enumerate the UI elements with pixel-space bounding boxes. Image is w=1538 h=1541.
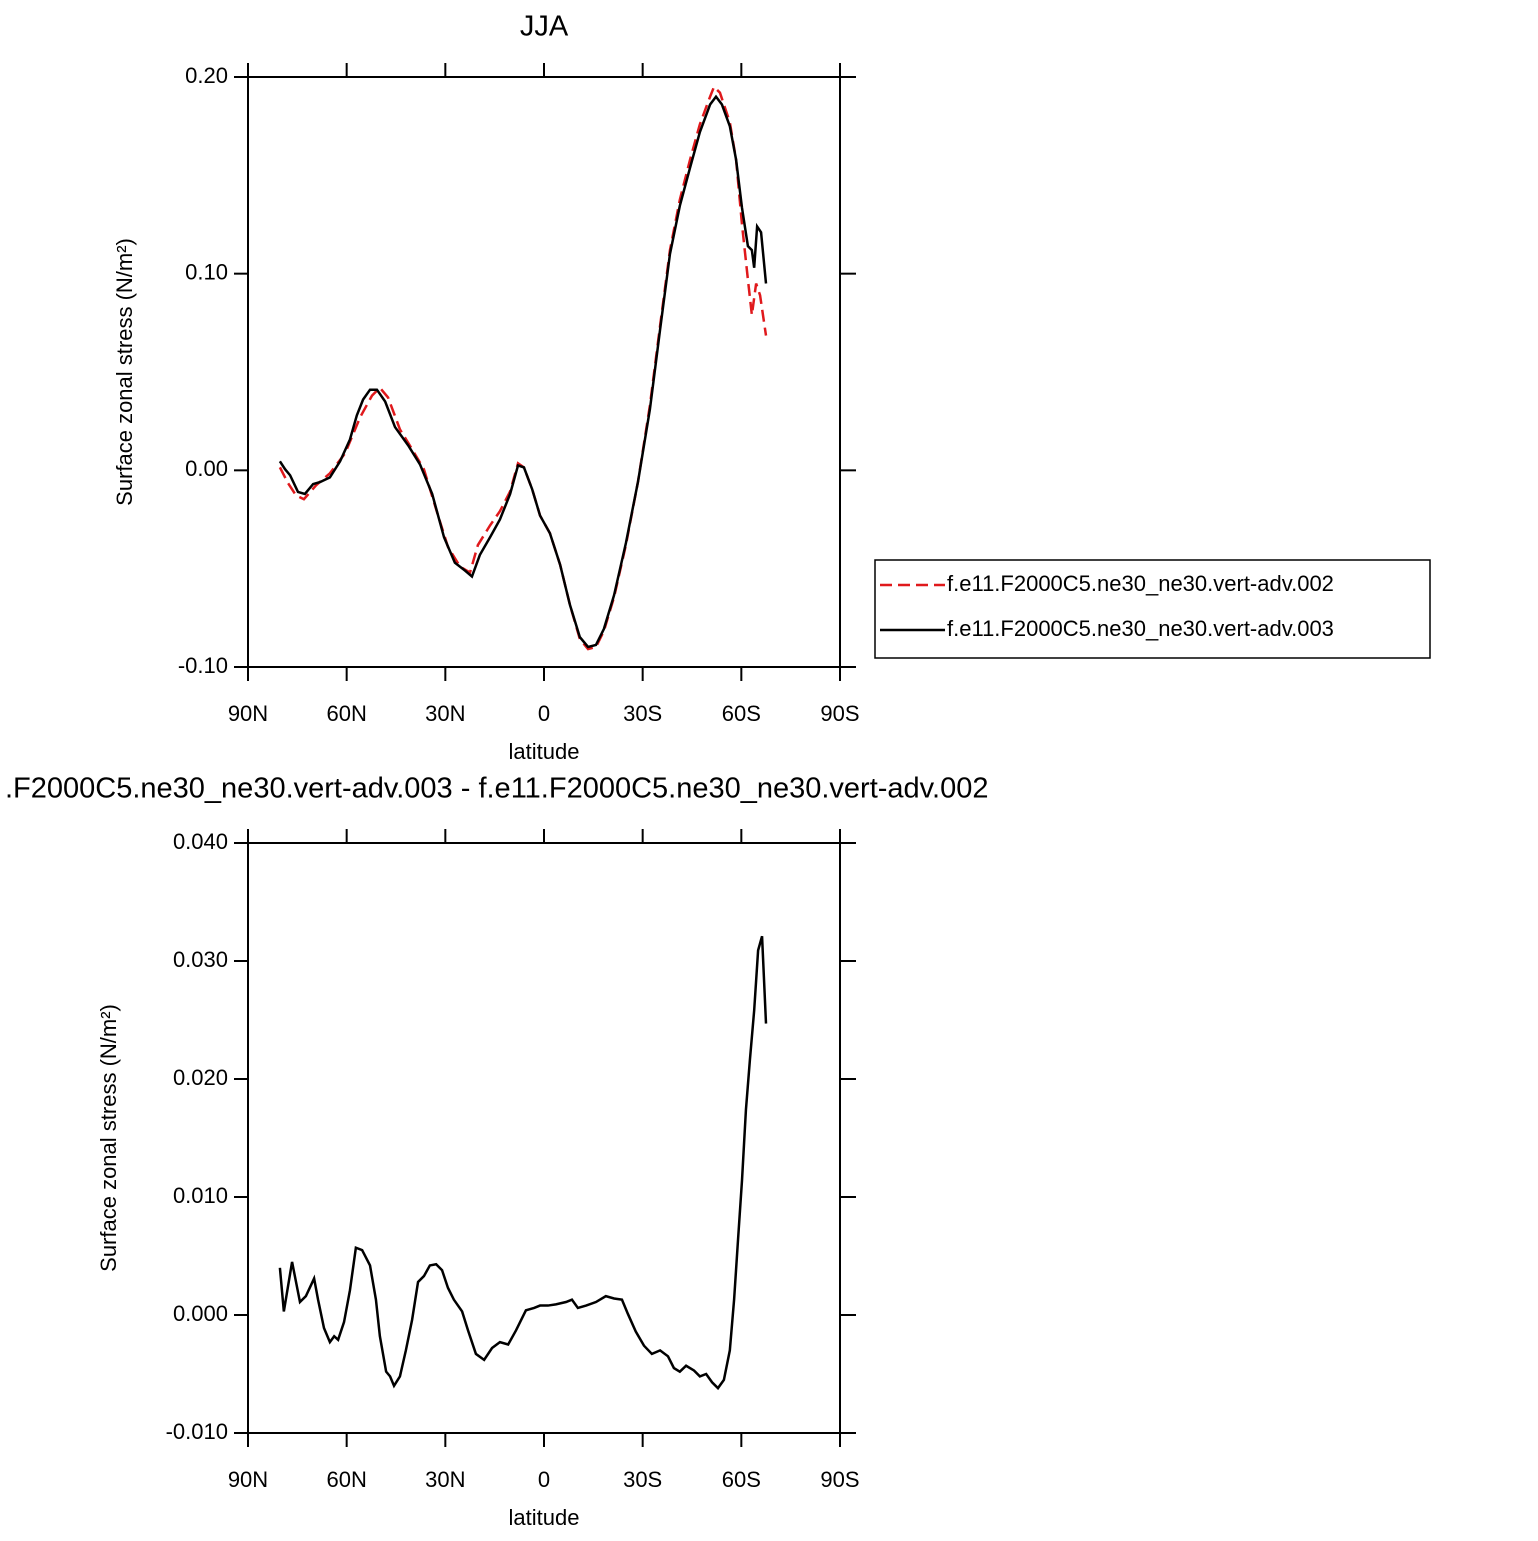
legend-label: f.e11.F2000C5.ne30_ne30.vert-adv.003 (947, 616, 1334, 641)
y-tick-label: 0.040 (173, 829, 228, 854)
y-tick-label: -0.10 (178, 653, 228, 678)
x-tick-label: 0 (538, 1467, 550, 1492)
chart-title: .F2000C5.ne30_ne30.vert-adv.003 - f.e11.… (5, 773, 988, 805)
x-axis-label: latitude (509, 1505, 580, 1530)
y-axis-label: Surface zonal stress (N/m²) (96, 1004, 121, 1272)
x-tick-label: 30N (425, 701, 465, 726)
legend-box (874, 559, 1431, 659)
x-tick-label: 60N (326, 701, 366, 726)
x-tick-label: 60S (722, 1467, 761, 1492)
y-tick-label: 0.00 (185, 456, 228, 481)
y-tick-label: 0.020 (173, 1065, 228, 1090)
plot-frame (247, 842, 841, 1434)
y-tick-label: 0.20 (185, 63, 228, 88)
x-axis-label: latitude (509, 739, 580, 764)
y-tick-label: 0.010 (173, 1183, 228, 1208)
data-line (278, 94, 768, 649)
x-tick-label: 90N (228, 701, 268, 726)
y-tick-label: 0.030 (173, 947, 228, 972)
y-tick-label: 0.000 (173, 1301, 228, 1326)
x-tick-label: 90S (820, 701, 859, 726)
y-tick-label: -0.010 (166, 1419, 228, 1444)
y-tick-label: 0.10 (185, 259, 228, 284)
data-line (278, 84, 768, 651)
legend-label: f.e11.F2000C5.ne30_ne30.vert-adv.002 (947, 571, 1334, 596)
x-tick-label: 60S (722, 701, 761, 726)
plot-frame (247, 76, 841, 668)
data-line (278, 935, 768, 1391)
y-axis-label: Surface zonal stress (N/m²) (112, 238, 137, 506)
chart-title: JJA (520, 11, 569, 43)
x-tick-label: 30S (623, 1467, 662, 1492)
x-tick-label: 90N (228, 1467, 268, 1492)
x-tick-label: 90S (820, 1467, 859, 1492)
x-tick-label: 30N (425, 1467, 465, 1492)
x-tick-label: 30S (623, 701, 662, 726)
x-tick-label: 60N (326, 1467, 366, 1492)
x-tick-label: 0 (538, 701, 550, 726)
